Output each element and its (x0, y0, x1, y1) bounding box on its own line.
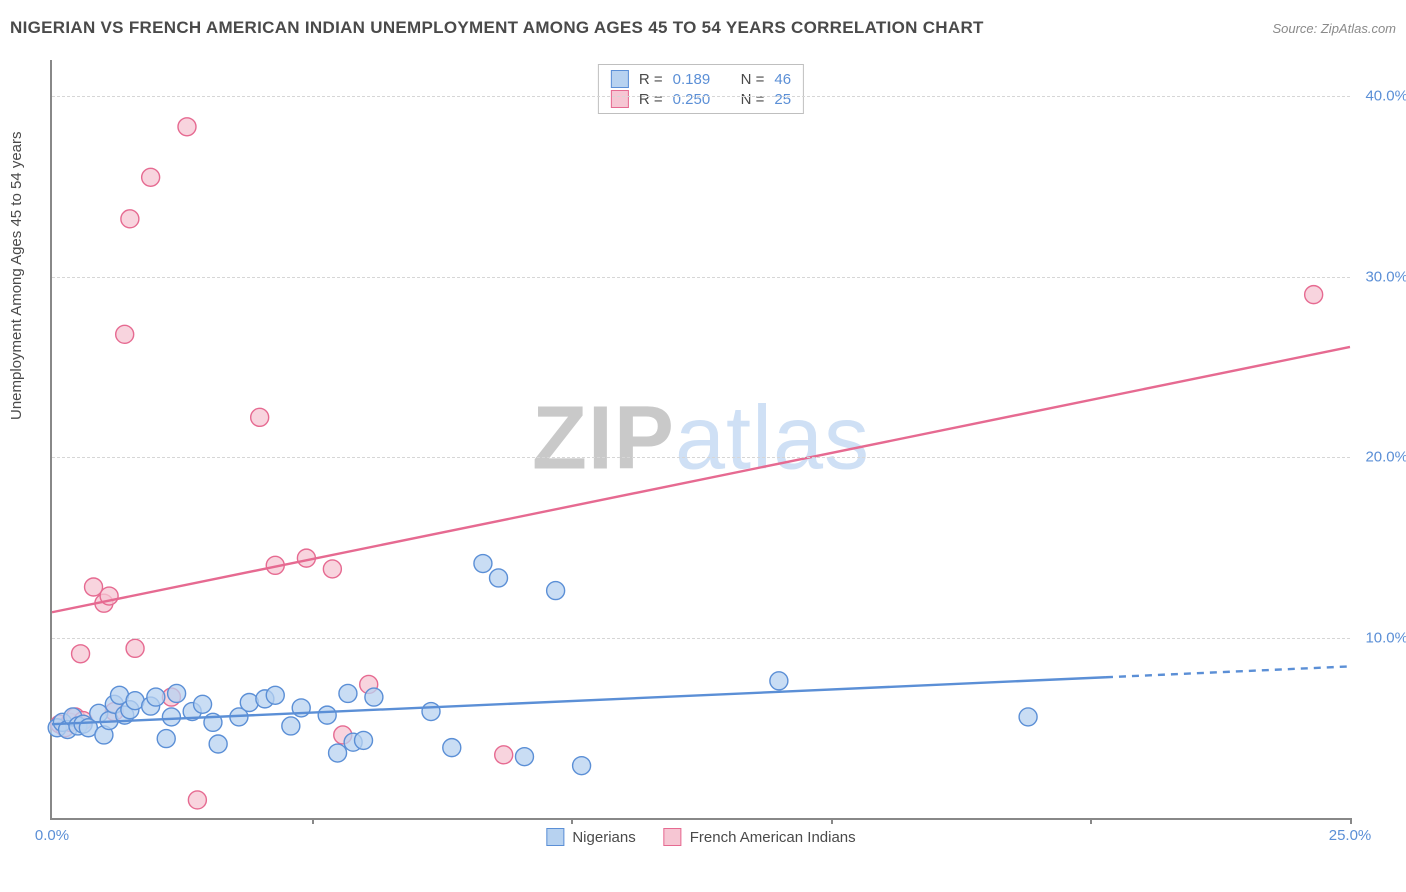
data-point (157, 730, 175, 748)
plot-area: ZIPatlas R = 0.189 N = 46 R = 0.250 N = … (50, 60, 1350, 820)
series-legend: Nigerians French American Indians (546, 828, 855, 846)
gridline-horizontal (52, 638, 1350, 639)
data-point (147, 688, 165, 706)
data-point (495, 746, 513, 764)
data-point (573, 757, 591, 775)
x-tick-notch (312, 818, 314, 824)
data-point (209, 735, 227, 753)
data-point (178, 118, 196, 136)
y-tick-label: 20.0% (1365, 449, 1406, 466)
trend-line (52, 347, 1350, 612)
x-tick-notch (831, 818, 833, 824)
data-point (770, 672, 788, 690)
data-point (121, 210, 139, 228)
data-point (318, 706, 336, 724)
legend-item-nigerians: Nigerians (546, 828, 635, 846)
data-point (116, 325, 134, 343)
x-tick-notch (1350, 818, 1352, 824)
y-axis-label: Unemployment Among Ages 45 to 54 years (8, 131, 25, 420)
data-point (1019, 708, 1037, 726)
data-point (142, 168, 160, 186)
plot-svg (52, 60, 1350, 818)
data-point (515, 748, 533, 766)
x-tick-label: 0.0% (35, 827, 69, 844)
data-point (329, 744, 347, 762)
x-tick-notch (571, 818, 573, 824)
data-point (547, 582, 565, 600)
data-point (323, 560, 341, 578)
gridline-horizontal (52, 457, 1350, 458)
data-point (251, 408, 269, 426)
data-point (266, 686, 284, 704)
data-point (474, 555, 492, 573)
legend-label-nigerians: Nigerians (572, 829, 635, 846)
data-point (365, 688, 383, 706)
legend-item-french-american-indians: French American Indians (664, 828, 856, 846)
data-point (282, 717, 300, 735)
data-point (194, 695, 212, 713)
gridline-horizontal (52, 96, 1350, 97)
data-point (188, 791, 206, 809)
y-tick-label: 30.0% (1365, 268, 1406, 285)
y-tick-label: 10.0% (1365, 629, 1406, 646)
legend-label-french-american-indians: French American Indians (690, 829, 856, 846)
source-attribution: Source: ZipAtlas.com (1272, 21, 1396, 36)
data-point (72, 645, 90, 663)
title-bar: NIGERIAN VS FRENCH AMERICAN INDIAN UNEMP… (10, 18, 1396, 38)
data-point (1305, 286, 1323, 304)
y-tick-label: 40.0% (1365, 88, 1406, 105)
data-point (126, 639, 144, 657)
trend-line-dashed (1106, 666, 1350, 677)
x-tick-notch (1090, 818, 1092, 824)
data-point (443, 739, 461, 757)
data-point (339, 684, 357, 702)
data-point (162, 708, 180, 726)
data-point (355, 731, 373, 749)
swatch-nigerians (546, 828, 564, 846)
data-point (422, 703, 440, 721)
gridline-horizontal (52, 277, 1350, 278)
data-point (490, 569, 508, 587)
chart-title: NIGERIAN VS FRENCH AMERICAN INDIAN UNEMP… (10, 18, 984, 38)
x-tick-label: 25.0% (1329, 827, 1372, 844)
swatch-french-american-indians (664, 828, 682, 846)
data-point (168, 684, 186, 702)
